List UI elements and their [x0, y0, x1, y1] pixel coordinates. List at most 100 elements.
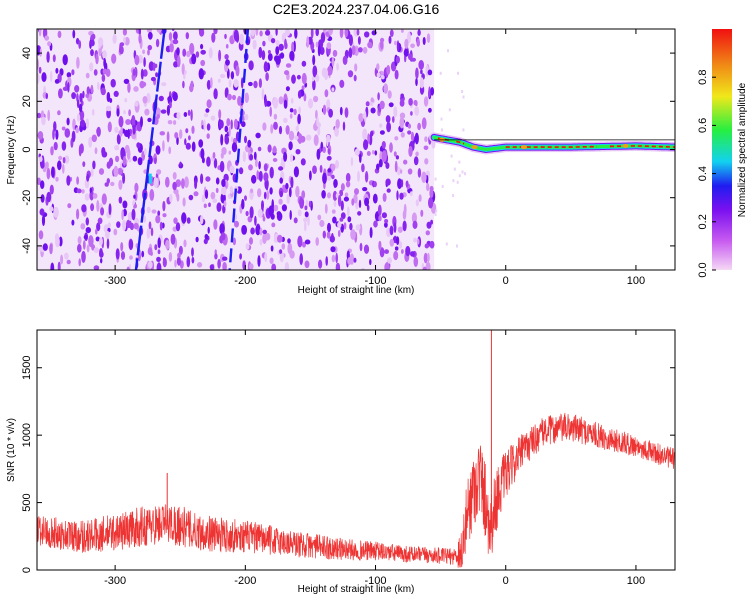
- noise-speck: [140, 116, 143, 128]
- noise-speck: [105, 105, 112, 112]
- noise-speck: [190, 109, 193, 121]
- noise-speck: [133, 86, 139, 92]
- noise-speck: [303, 93, 307, 102]
- noise-speck: [258, 78, 262, 88]
- noise-speck: [93, 265, 100, 270]
- noise-speck: [395, 155, 399, 160]
- noise-speck: [419, 77, 424, 89]
- noise-speck: [289, 108, 294, 113]
- noise-speck: [62, 54, 68, 66]
- noise-speck: [376, 163, 380, 171]
- noise-speck: [46, 191, 52, 203]
- noise-speck: [147, 31, 153, 40]
- noise-speck: [369, 101, 374, 106]
- noise-speck: [226, 118, 231, 127]
- noise-speck: [265, 72, 269, 81]
- noise-speck: [347, 70, 354, 78]
- noise-speck: [147, 44, 153, 51]
- x-tick-label: -200: [234, 275, 256, 287]
- colorbar-tick-label: 0.6: [697, 118, 709, 133]
- noise-speck: [258, 46, 263, 59]
- noise-speck: [304, 239, 311, 245]
- noise-speck: [319, 164, 323, 173]
- noise-speck: [413, 156, 419, 166]
- noise-speck: [119, 45, 124, 55]
- noise-speck: [316, 116, 319, 127]
- noise-speck: [364, 171, 369, 183]
- noise-speck: [118, 179, 123, 190]
- noise-speck: [304, 211, 309, 218]
- noise-speck: [46, 167, 51, 180]
- noise-speck: [76, 99, 80, 109]
- noise-speck: [363, 244, 370, 254]
- noise-speck: [40, 180, 45, 190]
- noise-speck: [461, 170, 464, 174]
- noise-speck: [418, 60, 425, 70]
- noise-speck: [340, 200, 344, 211]
- noise-speck: [399, 99, 405, 107]
- noise-speck: [303, 221, 307, 232]
- noise-speck: [331, 87, 335, 92]
- noise-speck: [381, 212, 387, 219]
- noise-speck: [165, 239, 170, 250]
- noise-speck: [354, 188, 359, 195]
- noise-speck: [49, 243, 53, 255]
- noise-speck: [142, 49, 146, 55]
- noise-speck: [411, 212, 417, 224]
- noise-speck: [340, 183, 345, 192]
- noise-speck: [93, 69, 98, 76]
- noise-speck: [245, 243, 250, 250]
- noise-speck: [173, 217, 178, 224]
- noise-speck: [371, 150, 375, 155]
- noise-speck: [403, 48, 409, 57]
- noise-speck: [127, 128, 130, 139]
- noise-speck: [91, 108, 95, 116]
- noise-speck: [108, 203, 112, 216]
- noise-speck: [290, 97, 294, 104]
- noise-speck: [279, 190, 284, 198]
- noise-speck: [96, 222, 101, 232]
- noise-speck: [386, 65, 391, 75]
- noise-speck: [228, 150, 232, 155]
- noise-speck: [85, 227, 92, 234]
- noise-speck: [71, 92, 76, 100]
- noise-speck: [381, 75, 385, 80]
- noise-speck: [231, 142, 238, 153]
- noise-speck: [259, 30, 263, 37]
- noise-speck: [378, 240, 382, 251]
- noise-speck: [147, 49, 150, 56]
- noise-speck: [332, 216, 337, 224]
- snr-line: [37, 412, 675, 568]
- noise-speck: [155, 215, 161, 224]
- noise-speck: [461, 90, 464, 93]
- noise-speck: [71, 130, 76, 143]
- noise-speck: [148, 221, 152, 230]
- noise-speck: [162, 257, 167, 268]
- noise-speck: [394, 69, 399, 80]
- colorbar-tick-label: 0.8: [697, 70, 709, 85]
- noise-speck: [281, 243, 286, 250]
- noise-speck: [251, 174, 257, 184]
- noise-speck: [326, 155, 332, 161]
- noise-speck: [250, 188, 254, 194]
- noise-speck: [337, 195, 342, 207]
- noise-speck: [49, 206, 54, 212]
- noise-speck: [116, 108, 120, 117]
- noise-speck: [110, 78, 116, 88]
- noise-speck: [82, 161, 86, 168]
- noise-speck: [405, 245, 411, 257]
- noise-speck: [304, 260, 310, 269]
- noise-speck: [250, 29, 256, 37]
- y-tick-label: 20: [21, 95, 33, 107]
- noise-speck: [229, 165, 235, 174]
- noise-speck: [362, 187, 368, 192]
- noise-speck: [193, 191, 199, 197]
- colorbar-tick-label: 0.2: [697, 214, 709, 229]
- noise-speck: [317, 214, 322, 221]
- noise-speck: [107, 222, 111, 229]
- stripe-highlight: [148, 173, 152, 184]
- noise-speck: [113, 90, 119, 97]
- noise-speck: [119, 42, 125, 47]
- noise-speck: [224, 54, 229, 60]
